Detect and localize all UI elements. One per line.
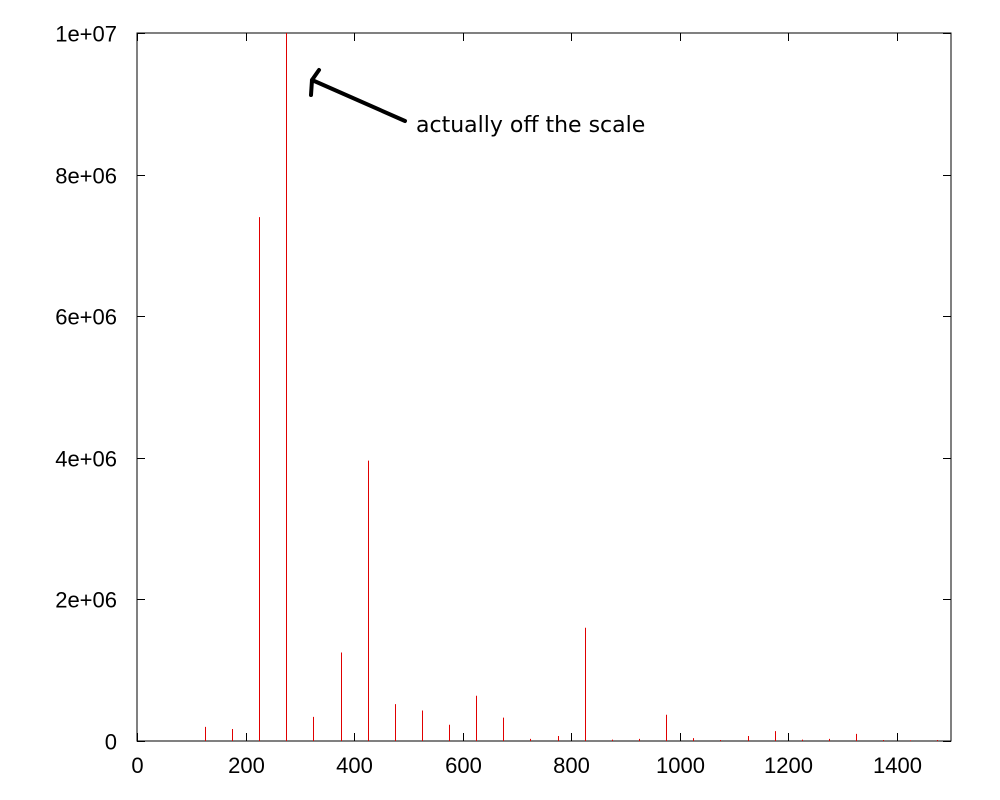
x-axis-ticks: 0 200 400 600 800 1000 1200 1400 xyxy=(131,33,922,778)
plot-frame xyxy=(136,32,952,742)
x-tick-label: 800 xyxy=(553,753,590,778)
x-tick-label: 1000 xyxy=(656,753,705,778)
x-tick-label: 1400 xyxy=(873,753,922,778)
y-tick-label: 1e+07 xyxy=(55,22,117,47)
y-axis-ticks: 0 2e+06 4e+06 6e+06 8e+06 1e+07 xyxy=(55,22,951,755)
x-tick-label: 200 xyxy=(228,753,265,778)
bar-series xyxy=(205,33,938,741)
x-tick-label: 0 xyxy=(131,753,143,778)
x-tick-label: 600 xyxy=(445,753,482,778)
annotation: actually off the scale xyxy=(309,68,645,138)
y-tick-label: 6e+06 xyxy=(55,305,117,330)
y-tick-label: 2e+06 xyxy=(55,588,117,613)
annotation-arrow-icon xyxy=(309,68,407,123)
x-tick-label: 1200 xyxy=(764,753,813,778)
y-tick-label: 8e+06 xyxy=(55,164,117,189)
annotation-text: actually off the scale xyxy=(416,113,645,138)
plot-border xyxy=(136,32,952,742)
y-tick-label: 4e+06 xyxy=(55,447,117,472)
x-tick-label: 400 xyxy=(336,753,373,778)
y-tick-label: 0 xyxy=(105,730,117,755)
